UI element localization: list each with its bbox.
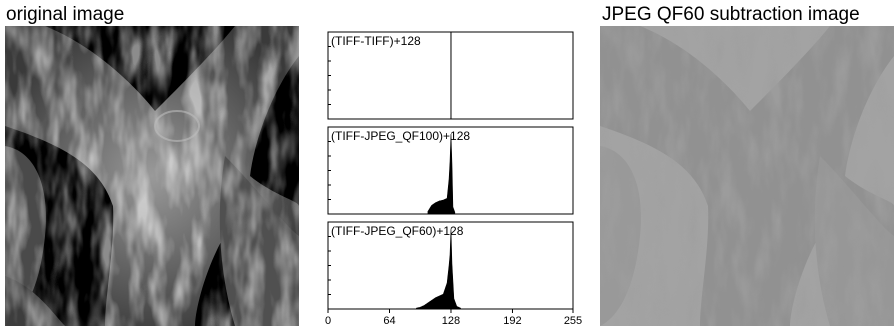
histogram-label: (TIFF-JPEG_QF100)+128 <box>331 129 470 143</box>
histogram-area <box>427 133 456 215</box>
original-image-title: original image <box>6 4 125 25</box>
subtraction-image <box>600 26 894 326</box>
histogram-chart: (TIFF-TIFF)+128 (TIFF-JPEG_QF100)+128 (TIF… <box>325 31 582 326</box>
histogram-label: (TIFF-TIFF)+128 <box>331 34 421 48</box>
x-tick-label: 255 <box>564 315 582 326</box>
x-tick-label: 128 <box>442 315 460 326</box>
original-image <box>5 26 299 326</box>
x-tick-label: 192 <box>503 315 521 326</box>
x-tick-label: 64 <box>383 315 395 326</box>
x-tick-label: 0 <box>325 315 331 326</box>
histogram-label: (TIFF-JPEG_QF60)+128 <box>331 224 464 238</box>
subtraction-image-title: JPEG QF60 subtraction image <box>602 4 860 25</box>
histogram-area <box>416 228 461 310</box>
